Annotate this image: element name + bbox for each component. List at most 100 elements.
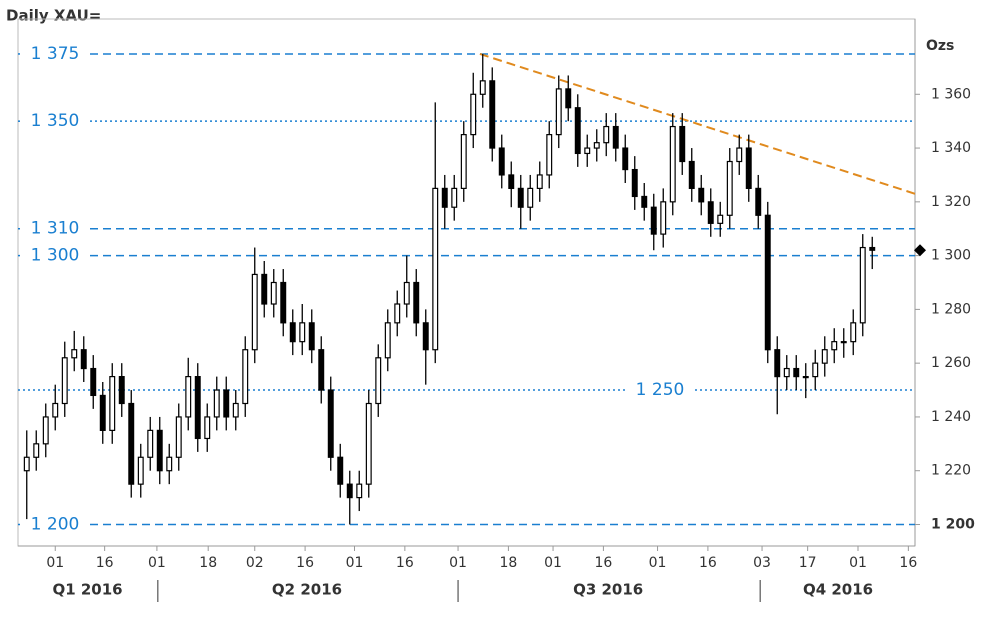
chart-title: Daily XAU= (6, 7, 101, 25)
y-tick-label: 1 300 (931, 248, 971, 264)
candle-body (441, 187, 448, 208)
x-tick-label: 01 (649, 555, 667, 571)
candle-body (365, 402, 372, 485)
candle-body (356, 483, 363, 499)
candle-body (793, 367, 800, 378)
level-label: 1 300 (31, 246, 80, 266)
candle-body (251, 273, 258, 351)
candle-body (194, 376, 201, 440)
candle-body (289, 322, 296, 343)
plot-frame (17, 18, 916, 547)
candle-body (109, 376, 116, 431)
y-tick-label: 1 360 (931, 86, 971, 102)
candle-body (612, 125, 619, 149)
candle-body (508, 174, 515, 189)
level-label: 1 350 (31, 111, 80, 131)
x-tick-label: 16 (296, 555, 314, 571)
candle-body (242, 349, 249, 405)
candle-body (536, 174, 543, 189)
candle-body (593, 142, 600, 149)
x-tick-label: 16 (594, 555, 612, 571)
candle-body (261, 273, 268, 305)
candle-body (394, 303, 401, 324)
x-tick-label: 01 (449, 555, 467, 571)
candle-body (764, 214, 771, 351)
candle-body (736, 147, 743, 163)
candle-body (337, 456, 344, 485)
y-tick-label: 1 220 (931, 463, 971, 479)
level-label: 1 200 (31, 514, 80, 534)
level-label: 1 250 (636, 380, 685, 400)
y-tick-label: 1 320 (931, 194, 971, 210)
candle-body (432, 187, 439, 351)
candle-body (565, 88, 572, 109)
candle-body (299, 322, 306, 343)
candle-body (147, 429, 154, 458)
candle-body (42, 416, 49, 445)
candle-body (802, 376, 809, 379)
candle-body (204, 416, 211, 440)
x-tick-label: 17 (799, 555, 817, 571)
candle-body (470, 93, 477, 136)
candle-body (669, 125, 676, 203)
candle-body (726, 160, 733, 216)
candle-body (859, 246, 866, 324)
candle-body (840, 341, 847, 344)
candle-body (403, 281, 410, 305)
candle-body (451, 187, 458, 208)
candle-body (185, 376, 192, 418)
candle-body (23, 456, 30, 472)
candle-body (688, 160, 695, 189)
candle-body (707, 201, 714, 224)
candle-body (546, 134, 553, 176)
quarter-label: Q2 2016 (272, 581, 342, 599)
y-tick-label: 1 260 (931, 355, 971, 371)
x-tick-label: 18 (499, 555, 517, 571)
candle-body (80, 349, 87, 370)
candle-body (460, 134, 467, 189)
candle-body (33, 443, 40, 458)
candle-body (175, 416, 182, 458)
level-label: 1 310 (31, 219, 80, 239)
trend-line (479, 53, 916, 195)
x-tick-label: 16 (396, 555, 414, 571)
candle-body (223, 389, 230, 418)
quarter-label: Q4 2016 (803, 581, 873, 599)
x-tick-label: 01 (148, 555, 166, 571)
candle-body (308, 322, 315, 351)
candle-body (622, 147, 629, 171)
candle-body (71, 349, 78, 359)
y-axis-label: Ozs (926, 38, 954, 54)
quarter-label: Q1 2016 (52, 581, 122, 599)
candle-body (745, 147, 752, 189)
candle-body (679, 125, 686, 163)
candle-body (413, 281, 420, 324)
candle-body (783, 367, 790, 378)
candle-body (166, 456, 173, 472)
candle-body (641, 195, 648, 208)
candle-body (660, 201, 667, 235)
candle-body (812, 362, 819, 378)
x-tick-label: 01 (46, 555, 64, 571)
candle-body (755, 187, 762, 216)
candle-body (774, 349, 781, 378)
candle-body (650, 206, 657, 235)
candle-body (698, 187, 705, 203)
candle-body (584, 147, 591, 155)
candle-body (717, 214, 724, 224)
candle-body (99, 394, 106, 431)
candle-body (346, 483, 353, 499)
candle-body (118, 376, 125, 405)
candle-body (384, 322, 391, 359)
candle-body (318, 349, 325, 391)
candle-body (603, 125, 610, 144)
candle-body (821, 349, 828, 364)
candle-body (213, 389, 220, 418)
y-tick-label: 1 240 (931, 409, 971, 425)
candle-body (527, 187, 534, 208)
y-tick-label: 1 340 (931, 140, 971, 156)
candle-body (498, 147, 505, 176)
candle-body (61, 357, 68, 405)
level-label: 1 375 (31, 44, 80, 64)
